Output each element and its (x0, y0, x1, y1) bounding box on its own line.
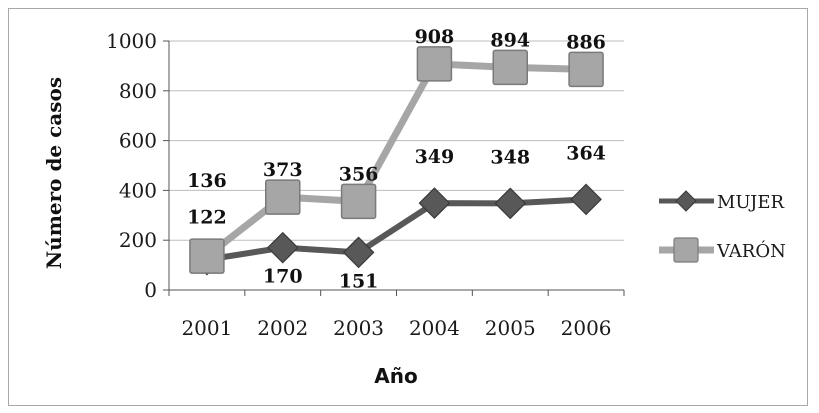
x-tick-label-2002: 2002 (257, 316, 308, 340)
series-mujer (191, 183, 602, 276)
legend-item-varón: VARÓN (659, 237, 786, 263)
y-tick-label-400: 400 (119, 178, 157, 202)
point-varón-2001 (189, 238, 225, 274)
point-mujer-2003 (342, 236, 375, 269)
y-tick-label-0: 0 (144, 278, 157, 302)
tick-labels: 0 200 400 600 800 1000 2001 2002 2003 2004 2005 200… (106, 29, 611, 340)
legend-label-varón: VARÓN (716, 239, 786, 262)
data-label-mujer-2002: 170 (263, 266, 303, 288)
data-label-mujer-2004: 349 (415, 146, 455, 168)
point-mujer-2005 (494, 187, 527, 220)
data-label-varón-2004: 908 (415, 26, 455, 48)
point-mujer-2004 (418, 187, 451, 219)
series-varón (189, 46, 604, 274)
x-tick-label-2003: 2003 (333, 316, 384, 340)
legend: MUJER VARÓN (659, 190, 786, 263)
axes (163, 40, 625, 296)
point-mujer-2006 (570, 183, 602, 216)
point-varón-2003 (340, 183, 377, 220)
data-label-mujer-2003: 151 (339, 270, 379, 292)
data-label-mujer-2006: 364 (566, 142, 606, 164)
data-label-varón-2001: 136 (187, 170, 227, 192)
y-tick-label-200: 200 (119, 228, 157, 252)
point-mujer-2002 (266, 231, 299, 264)
legend-marker-mujer (675, 190, 697, 212)
data-label-varón-2005: 894 (490, 29, 530, 51)
data-label-varón-2006: 886 (566, 31, 606, 53)
point-varón-2002 (265, 179, 301, 215)
x-tick-label-2001: 2001 (181, 316, 232, 340)
data-label-varón-2003: 356 (339, 163, 379, 185)
gridlines (169, 40, 624, 241)
x-axis-title: Año (374, 364, 417, 388)
legend-item-mujer: MUJER (659, 190, 784, 213)
data-label-mujer-2005: 348 (490, 146, 530, 168)
point-varón-2004 (416, 46, 453, 82)
point-varón-2005 (492, 49, 528, 86)
line-chart: 0 200 400 600 800 1000 2001 2002 2003 2004 2005 200… (42, 26, 786, 388)
y-tick-label-800: 800 (119, 79, 157, 103)
x-tick-label-2006: 2006 (561, 316, 612, 340)
series (189, 46, 604, 276)
data-labels: 122 170 151 349 348 364 136 373 356 908 894 886 (187, 26, 606, 292)
legend-marker-varón (673, 237, 699, 263)
y-tick-label-1000: 1000 (106, 29, 157, 53)
y-tick-label-600: 600 (119, 129, 157, 153)
x-tick-label-2005: 2005 (485, 316, 536, 340)
chart-frame: 0 200 400 600 800 1000 2001 2002 2003 2004 2005 200… (8, 8, 808, 406)
data-label-varón-2002: 373 (263, 159, 303, 181)
data-label-mujer-2001: 122 (187, 207, 227, 229)
legend-label-mujer: MUJER (717, 192, 784, 213)
point-varón-2006 (568, 51, 604, 88)
x-tick-label-2004: 2004 (409, 316, 460, 340)
y-axis-title: Número de casos (42, 77, 66, 269)
